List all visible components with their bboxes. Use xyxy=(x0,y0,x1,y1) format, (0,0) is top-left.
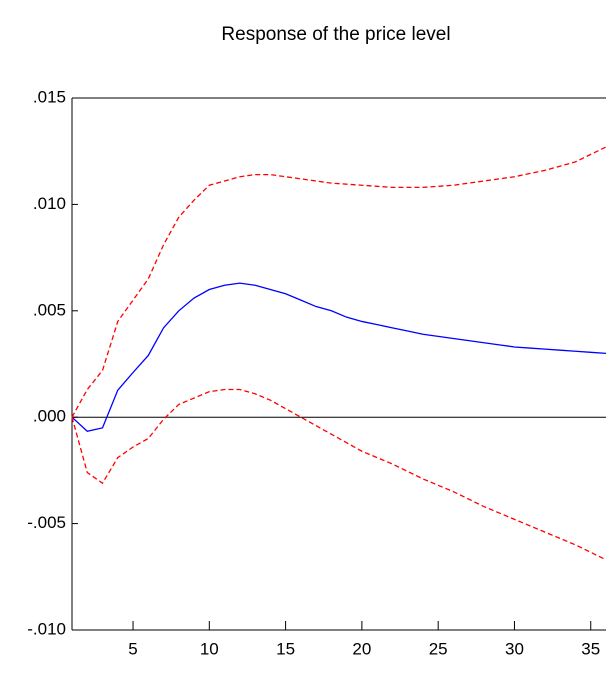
x-tick-label: 15 xyxy=(276,639,295,658)
x-tick-label: 20 xyxy=(352,639,371,658)
y-tick-label: .005 xyxy=(33,300,66,319)
x-tick-label: 25 xyxy=(429,639,448,658)
y-tick-label: -.005 xyxy=(27,513,66,532)
x-tick-label: 5 xyxy=(128,639,137,658)
x-tick-label: 30 xyxy=(505,639,524,658)
series-line xyxy=(71,282,607,432)
y-tick-label: .015 xyxy=(33,87,66,106)
chart-title: Response of the price level xyxy=(221,24,450,45)
x-tick-label: 35 xyxy=(581,639,600,658)
series-line xyxy=(71,388,607,561)
series-line xyxy=(71,146,607,418)
y-tick-label: .000 xyxy=(33,407,66,426)
x-tick-label: 10 xyxy=(200,639,219,658)
y-tick-label: -.010 xyxy=(27,619,66,638)
y-tick-label: .010 xyxy=(33,194,66,213)
